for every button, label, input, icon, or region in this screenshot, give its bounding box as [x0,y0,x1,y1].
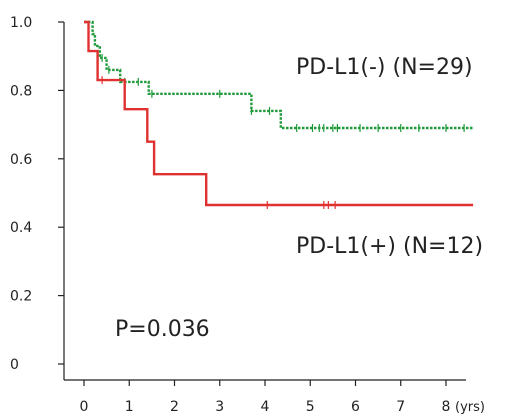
x-unit-label: (yrs) [455,400,485,415]
x-tick-label: 8 [442,399,451,415]
series-0 [84,20,474,133]
x-tick-label: 5 [306,399,315,415]
x-tick-label: 1 [125,399,134,415]
series-line [84,20,474,130]
x-tick-label: 2 [170,399,179,415]
x-tick-label: 4 [261,399,270,415]
x-tick-label: 7 [396,399,405,415]
plot-area [84,20,474,209]
y-axis: 0 0.2 0.4 0.6 0.8 1.0 [10,15,65,380]
x-tick-label: 0 [80,399,89,415]
y-tick-label: 1.0 [10,15,32,31]
y-tick-label: 0 [10,357,19,373]
y-tick-label: 0.2 [10,289,32,305]
p-value-annotation: P=0.036 [115,317,210,342]
legend-label-pd-l1-pos: PD-L1(+) (N=12) [296,234,483,259]
y-tick-label: 0.6 [10,152,32,168]
series-line [84,20,474,207]
x-tick-label: 3 [215,399,224,415]
series-1 [84,20,474,209]
y-tick-group: 0 0.2 0.4 0.6 0.8 1.0 [10,15,64,373]
x-tick-group: 0 1 2 3 4 5 6 7 8 [80,380,451,415]
x-axis: 0 1 2 3 4 5 6 7 8 (yrs) [64,379,485,415]
x-tick-label: 6 [351,399,360,415]
y-tick-label: 0.4 [10,220,32,236]
legend-label-pd-l1-neg: PD-L1(-) (N=29) [296,55,473,80]
y-tick-label: 0.8 [10,83,32,99]
